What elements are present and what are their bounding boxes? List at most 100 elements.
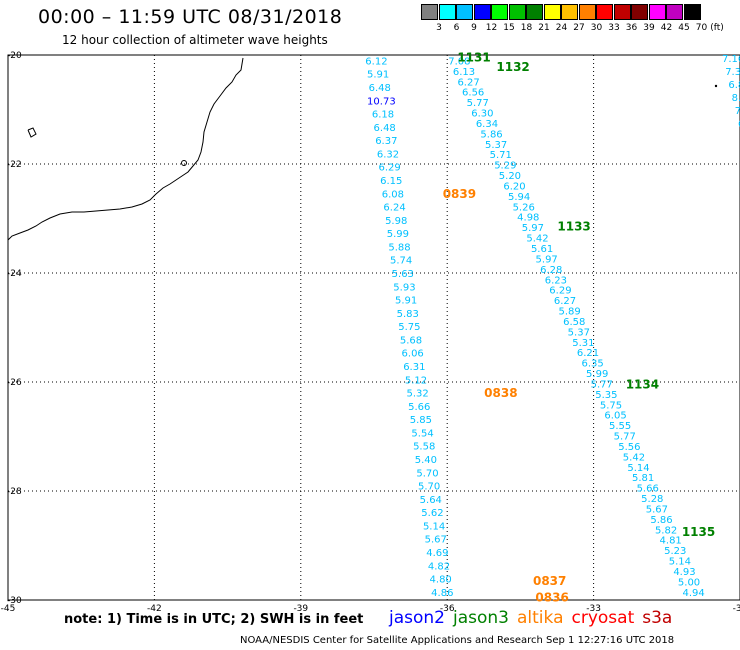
wave-height-value: 6.27 — [457, 77, 479, 88]
wave-height-value: 5.89 — [558, 307, 580, 318]
wave-height-value: 6.27 — [554, 296, 576, 307]
wave-height-value: 5.29 — [494, 161, 516, 172]
wave-height-value: 5.23 — [664, 546, 686, 557]
lat-tick-label: -22 — [7, 160, 22, 170]
wave-height-value: 5.67 — [425, 535, 447, 546]
legend-swatch — [631, 4, 648, 20]
legend-label: 27 — [573, 23, 585, 33]
legend-swatch — [526, 4, 543, 20]
wave-height-value: 5.81 — [632, 473, 654, 484]
legend-swatch — [666, 4, 683, 20]
wave-height-value: 5.99 — [387, 229, 409, 240]
island-outline — [27, 127, 37, 138]
wave-height-value: 6 — [738, 119, 740, 130]
wave-height-value: 5.37 — [485, 140, 507, 151]
lat-tick-label: -24 — [7, 269, 22, 279]
wave-height-value: 6.8 — [728, 80, 740, 91]
wave-height-value: 6.29 — [549, 286, 571, 297]
wave-height-value: 5.85 — [410, 415, 432, 426]
lon-tick-label: -42 — [147, 604, 162, 614]
wave-height-value: 4.94 — [683, 588, 705, 599]
wave-height-value: 5.86 — [480, 129, 502, 140]
wave-height-value: 5.86 — [650, 515, 672, 526]
legend-label: 30 — [590, 23, 603, 33]
wave-height-value: 5.55 — [609, 421, 631, 432]
legend-label: 42 — [660, 23, 673, 33]
pass-label: 1131 — [457, 51, 490, 65]
wave-height-value: 5.99 — [586, 369, 608, 380]
satellite-altika: altika — [517, 608, 564, 628]
wave-height-value: 10.73 — [367, 96, 396, 107]
lon-tick-label: -36 — [440, 604, 455, 614]
wave-height-value: 5.98 — [385, 216, 407, 227]
legend-label: 9 — [471, 23, 477, 33]
legend-unit: (ft) — [710, 23, 724, 33]
wave-height-value: 5.61 — [531, 244, 553, 255]
legend-swatch — [421, 4, 438, 20]
wave-height-value: 6.32 — [377, 149, 399, 160]
pass-label: 0839 — [443, 187, 476, 201]
legend-swatch — [578, 4, 596, 20]
wave-height-value: 5.71 — [490, 150, 512, 161]
satellite-cryosat: cryosat — [571, 608, 635, 628]
wave-height-value: 6.48 — [369, 83, 391, 94]
wave-height-value: 6.23 — [545, 275, 567, 286]
wave-height-value: 6.56 — [462, 88, 484, 99]
wave-height-value: 5.91 — [395, 296, 417, 307]
wave-height-value: 6.35 — [581, 359, 603, 370]
wave-height-value: 5.14 — [627, 463, 649, 474]
satellite-s3a: s3a — [642, 608, 673, 628]
pass-label: 0837 — [533, 574, 566, 588]
wave-height-value: 5.93 — [393, 282, 415, 293]
satellite-legend: jason2 jason3 altika cryosat s3a — [389, 608, 680, 628]
legend-swatch — [508, 4, 526, 20]
legend-label: 33 — [608, 23, 620, 33]
legend-label: 3 — [436, 23, 442, 33]
wave-height-value: 6.29 — [378, 163, 400, 174]
wave-height-value: 5.26 — [513, 202, 535, 213]
wave-height-value: 6.08 — [382, 189, 404, 200]
wave-height-value: 4.98 — [517, 213, 539, 224]
legend-swatch — [613, 4, 631, 20]
wave-height-value: 4.81 — [660, 536, 682, 547]
satellite-jason3: jason3 — [453, 608, 509, 628]
legend-swatch — [473, 4, 491, 20]
wave-height-value: 5.91 — [367, 70, 389, 81]
legend-label: 15 — [503, 23, 515, 33]
lat-tick-label: -20 — [7, 51, 22, 61]
wave-height-value: 6.28 — [540, 265, 562, 276]
wave-height-value: 6.18 — [372, 110, 394, 121]
wave-height-value: 8. — [732, 93, 740, 104]
legend-label: 39 — [643, 23, 655, 33]
wave-height-value: 7.16 — [722, 54, 740, 65]
wave-height-value: 5.37 — [568, 327, 590, 338]
lat-tick-label: -28 — [7, 487, 22, 497]
wave-height-value: 6.20 — [503, 181, 525, 192]
wave-height-value: 6.12 — [365, 56, 387, 67]
legend-swatch — [491, 4, 508, 20]
wave-height-value: 6.21 — [577, 348, 599, 359]
wave-height-value: 7.3 — [725, 67, 740, 78]
legend-label: 70 — [695, 23, 708, 33]
wave-height-value: 6.05 — [604, 411, 626, 422]
wave-height-value: 5.75 — [398, 322, 420, 333]
wave-height-value: 5.40 — [415, 455, 437, 466]
wave-height-value: 5.66 — [637, 484, 659, 495]
legend-swatch — [438, 4, 456, 20]
wave-height-value: 6.34 — [476, 119, 498, 130]
wave-height-value: 6.13 — [453, 67, 475, 78]
lat-tick-label: -30 — [7, 596, 22, 606]
wave-height-value: 4.69 — [426, 548, 448, 559]
pass-label: 1133 — [557, 220, 590, 234]
wave-height-value: 5.88 — [388, 242, 410, 253]
wave-height-value: 5.82 — [655, 525, 677, 536]
wave-height-value: 5.54 — [411, 428, 433, 439]
wave-height-value: 6.15 — [380, 176, 402, 187]
pass-label: 0836 — [535, 590, 568, 604]
wave-height-value: 5.70 — [416, 468, 438, 479]
wave-height-value: 5.94 — [508, 192, 530, 203]
wave-height-value: 5.42 — [526, 234, 548, 245]
wave-height-value: 5.68 — [400, 335, 422, 346]
wave-height-value: 5.32 — [406, 389, 428, 400]
